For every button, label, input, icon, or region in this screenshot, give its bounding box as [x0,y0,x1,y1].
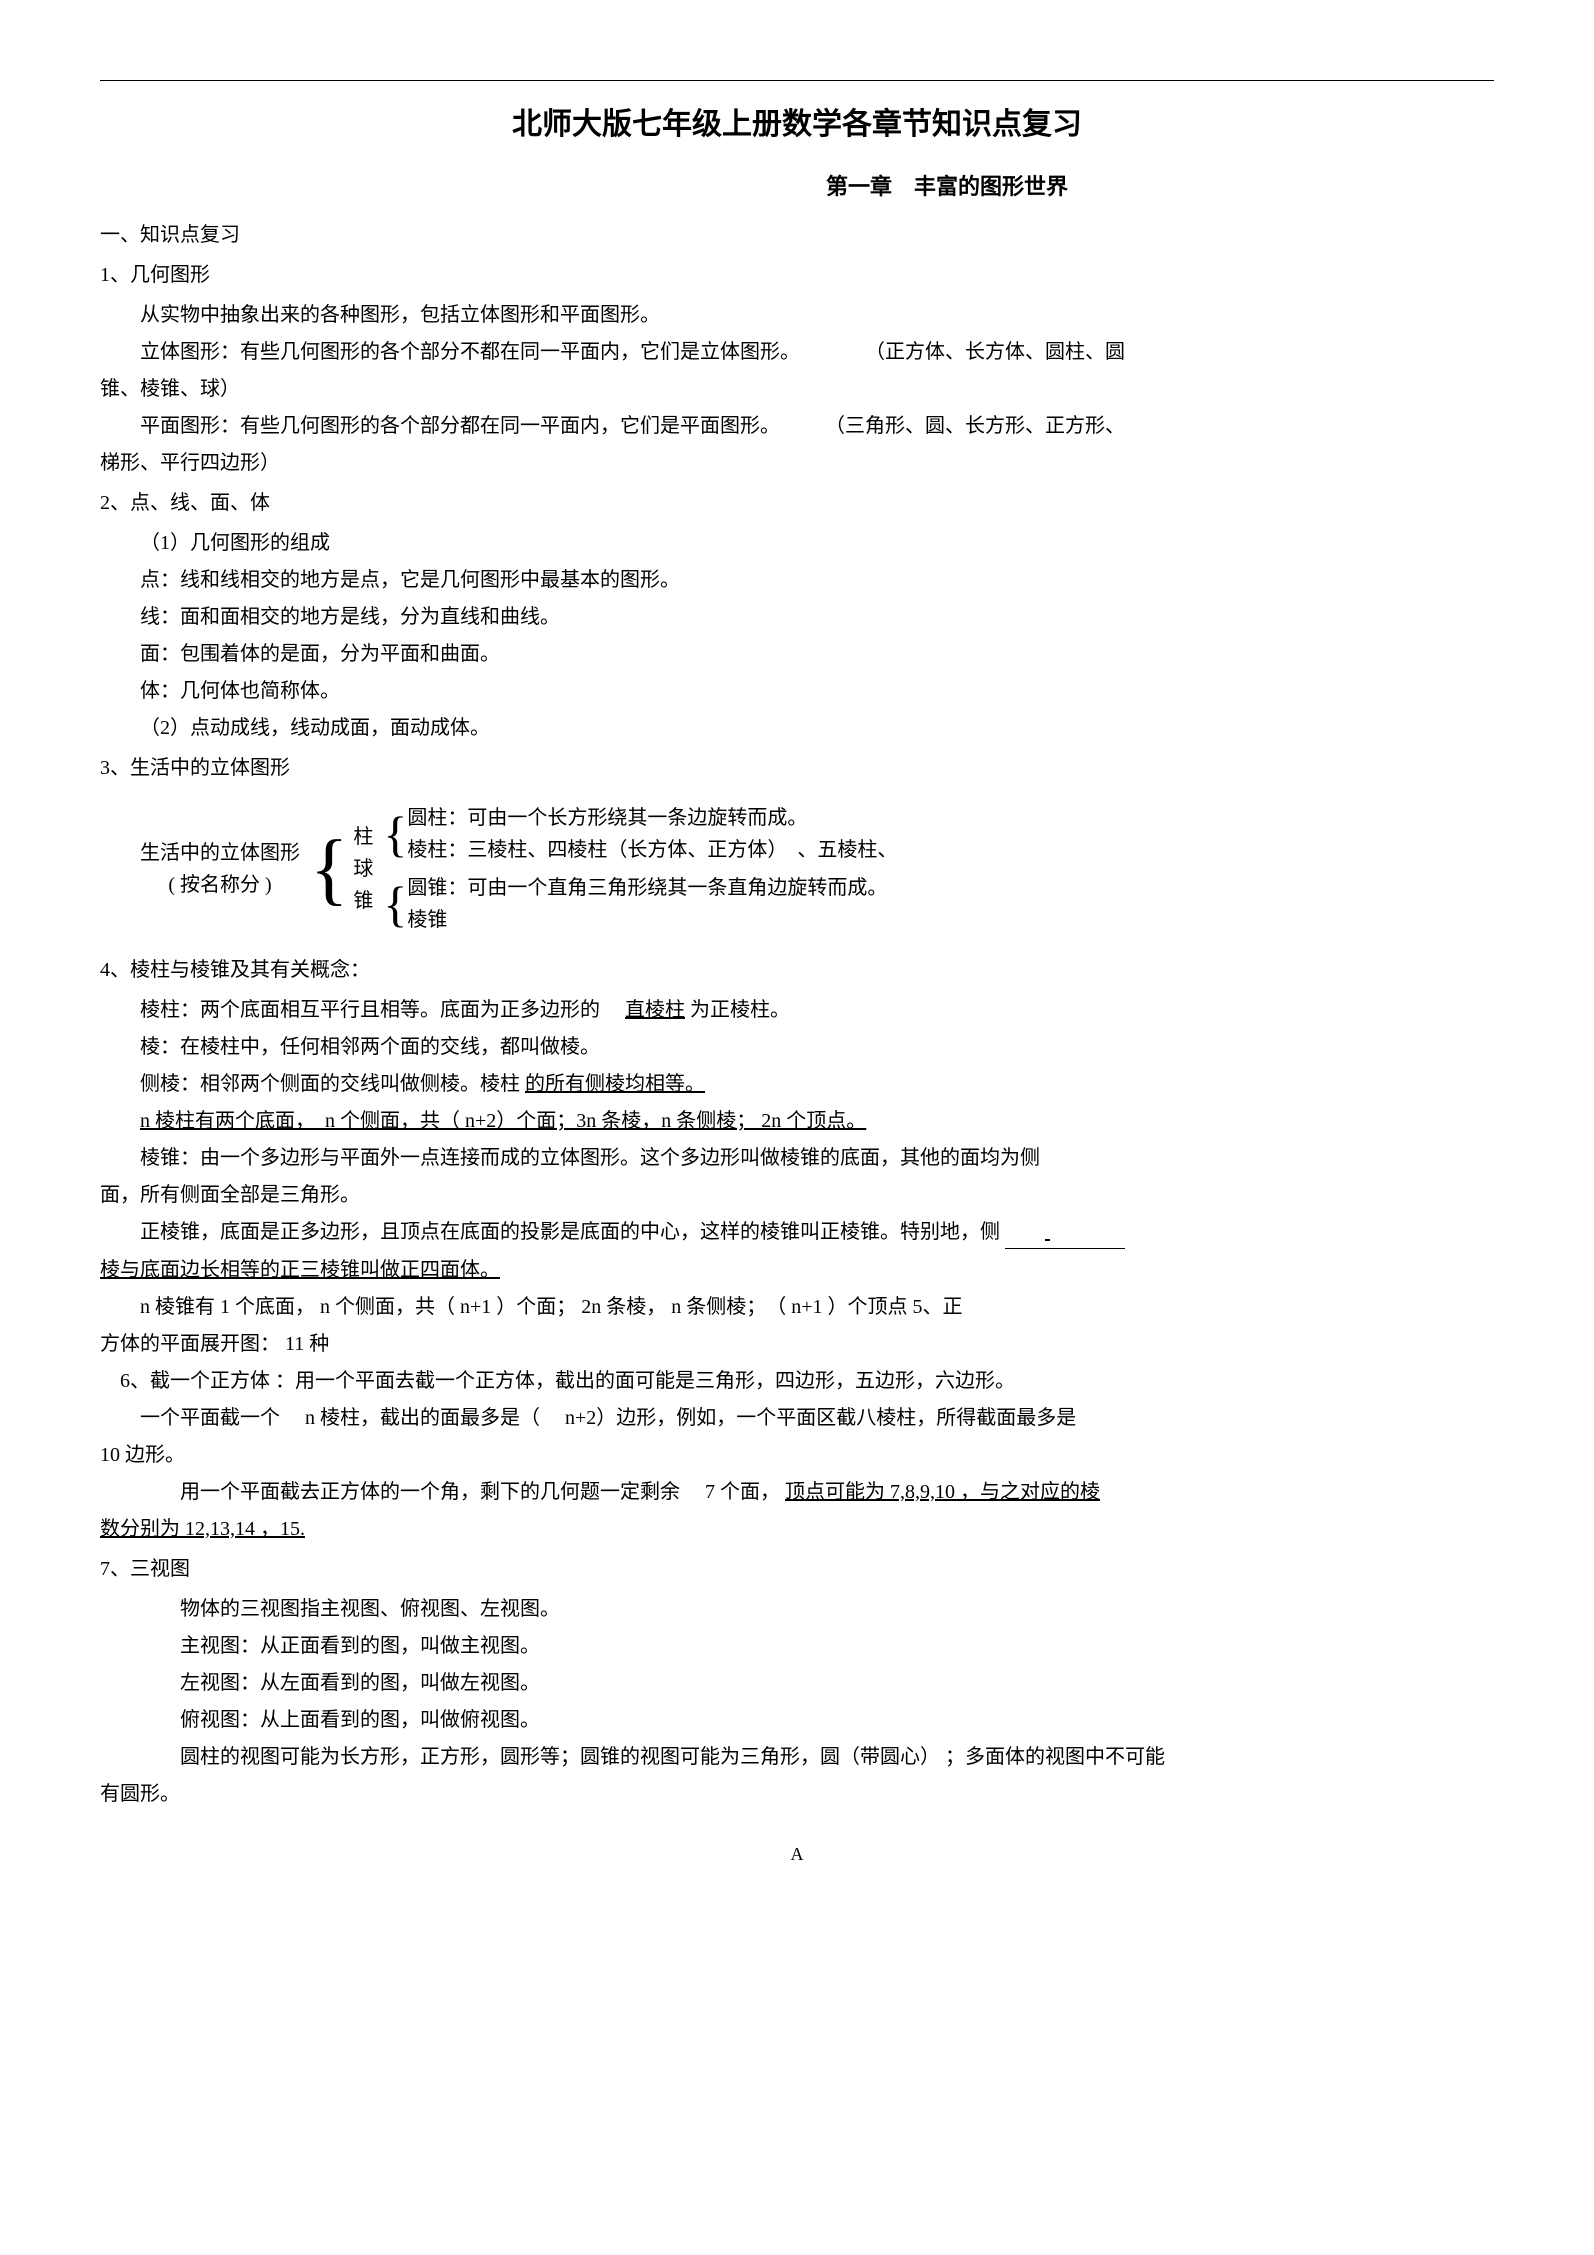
underline-text: 直棱柱 [625,999,685,1021]
para: 从实物中抽象出来的各种图形，包括立体图形和平面图形。 [100,299,1494,331]
chapter-title: 第一章 丰富的图形世界 [100,169,1494,204]
para: 用一个平面截去正方体的一个角，剩下的几何题一定剩余 7 个面， 顶点可能为 7,… [100,1476,1494,1508]
item-4-head: 4、棱柱与棱锥及其有关概念： [100,954,1494,986]
diagram-sub: 圆柱：可由一个长方形绕其一条边旋转而成。 棱柱：三棱柱、四棱柱（长方体、正方体）… [407,802,897,866]
para: 正棱锥，底面是正多边形，且顶点在底面的投影是底面的中心，这样的棱锥叫正棱锥。特别… [100,1216,1494,1249]
para: 棱锥：由一个多边形与平面外一点连接而成的立体图形。这个多边形叫做棱锥的底面，其他… [100,1142,1494,1174]
para: 线：面和面相交的地方是线，分为直线和曲线。 [100,601,1494,633]
para: 锥、棱锥、球） [100,373,1494,405]
diagram-middle: 柱 球 锥 [353,821,373,917]
para: 物体的三视图指主视图、俯视图、左视图。 [100,1593,1494,1625]
underline-text: 数分别为 12,13,14 ，15. [100,1518,305,1540]
para: 棱与底面边长相等的正三棱锥叫做正四面体。 [100,1254,1494,1286]
para: 方体的平面展开图： 11 种 [100,1328,1494,1360]
para: 体：几何体也简称体。 [100,675,1494,707]
item-3-head: 3、生活中的立体图形 [100,752,1494,784]
underline-text: 顶点可能为 7,8,9,10 ，与之对应的棱 [785,1481,1100,1503]
text: 正棱锥，底面是正多边形，且顶点在底面的投影是底面的中心，这样的棱锥叫正棱锥。特别… [140,1221,1000,1243]
para: 数分别为 12,13,14 ，15. [100,1513,1494,1545]
para: n 棱柱有两个底面， n 个侧面，共（ n+2）个面；3n 条棱，n 条侧棱； … [100,1105,1494,1137]
section-1-head: 一、知识点复习 [100,219,1494,251]
para: （2）点动成线，线动成面，面动成体。 [100,712,1494,744]
item-6-head: 6、截一个正方体 ：用一个平面去截一个正方体，截出的面可能是三角形，四边形，五边… [100,1365,1494,1397]
text: 棱柱：三棱柱、四棱柱（长方体、正方体） 、五棱柱、 [407,834,897,866]
para: 主视图：从正面看到的图，叫做主视图。 [100,1630,1494,1662]
para: 圆柱的视图可能为长方形，正方形，圆形等；圆锥的视图可能为三角形，圆（带圆心） ；… [100,1741,1494,1773]
doc-title: 北师大版七年级上册数学各章节知识点复习 [100,101,1494,149]
text: 生活中的立体图形 [140,837,300,869]
text: 球 [353,853,373,885]
text: ( 按名称分 ) [140,869,300,901]
diagram-row: { 圆柱：可由一个长方形绕其一条边旋转而成。 棱柱：三棱柱、四棱柱（长方体、正方… [383,802,897,866]
diagram-right: { 圆柱：可由一个长方形绕其一条边旋转而成。 棱柱：三棱柱、四棱柱（长方体、正方… [383,799,897,939]
text: 圆锥：可由一个直角三角形绕其一条直角边旋转而成。 [407,872,887,904]
text: 7 个面， [705,1481,780,1503]
underline-text [1005,1216,1125,1249]
text: 柱 [353,821,373,853]
diagram-row: { 圆锥：可由一个直角三角形绕其一条直角边旋转而成。 棱锥 [383,872,897,936]
text: 6、截一个正方体 ：用一个平面去截一个正方体，截出的面可能是三角形，四边形，五边… [120,1370,1015,1392]
text: 用一个平面截去正方体的一个角，剩下的几何题一定剩余 [180,1481,700,1503]
item-1-head: 1、几何图形 [100,259,1494,291]
diagram-sub: 圆锥：可由一个直角三角形绕其一条直角边旋转而成。 棱锥 [407,872,887,936]
text: （正方体、长方体、圆柱、圆 [865,341,1125,363]
para: 棱柱：两个底面相互平行且相等。底面为正多边形的 直棱柱 为正棱柱。 [100,994,1494,1026]
text: 侧棱：相邻两个侧面的交线叫做侧棱。棱柱 [140,1073,520,1095]
para: 梯形、平行四边形） [100,447,1494,479]
page-footer: A [100,1840,1494,1869]
text: 棱锥 [407,904,887,936]
text: 圆柱：可由一个长方形绕其一条边旋转而成。 [407,802,897,834]
para: 俯视图：从上面看到的图，叫做俯视图。 [100,1704,1494,1736]
para: 面：包围着体的是面，分为平面和曲面。 [100,638,1494,670]
para: 平面图形：有些几何图形的各个部分都在同一平面内，它们是平面图形。 （三角形、圆、… [100,410,1494,442]
para: 10 边形。 [100,1439,1494,1471]
text: 为正棱柱。 [690,999,790,1021]
para: n 棱锥有 1 个底面， n 个侧面，共（ n+1 ）个面； 2n 条棱， n … [100,1291,1494,1323]
top-rule [100,80,1494,81]
para: 立体图形：有些几何图形的各个部分不都在同一平面内，它们是立体图形。 （正方体、长… [100,336,1494,368]
brace-icon: { [310,829,348,909]
brace-icon: { [383,809,407,859]
text: 棱柱：两个底面相互平行且相等。底面为正多边形的 [140,999,620,1021]
para: 左视图：从左面看到的图，叫做左视图。 [100,1667,1494,1699]
para: 有圆形。 [100,1778,1494,1810]
diagram-left: 生活中的立体图形 ( 按名称分 ) [140,837,300,901]
item-2-head: 2、点、线、面、体 [100,487,1494,519]
para: 棱：在棱柱中，任何相邻两个面的交线，都叫做棱。 [100,1031,1494,1063]
para: 点：线和线相交的地方是点，它是几何图形中最基本的图形。 [100,564,1494,596]
brace-icon: { [383,879,407,929]
text: 立体图形：有些几何图形的各个部分不都在同一平面内，它们是立体图形。 [140,341,800,363]
text: （三角形、圆、长方形、正方形、 [825,415,1125,437]
text: 锥 [353,885,373,917]
underline-text: 的所有侧棱均相等。 [525,1073,705,1095]
para: 面，所有侧面全部是三角形。 [100,1179,1494,1211]
underline-text: 棱与底面边长相等的正三棱锥叫做正四面体。 [100,1259,500,1281]
underline-text: n 棱柱有两个底面， n 个侧面，共（ n+2）个面；3n 条棱，n 条侧棱； … [140,1110,866,1132]
para: 侧棱：相邻两个侧面的交线叫做侧棱。棱柱 的所有侧棱均相等。 [100,1068,1494,1100]
para: （1）几何图形的组成 [100,527,1494,559]
text: 平面图形：有些几何图形的各个部分都在同一平面内，它们是平面图形。 [140,415,780,437]
item-7-head: 7、三视图 [100,1553,1494,1585]
classification-diagram: 生活中的立体图形 ( 按名称分 ) { 柱 球 锥 { 圆柱：可由一个长方形绕其… [100,799,1494,939]
para: 一个平面截一个 n 棱柱，截出的面最多是（ n+2）边形，例如，一个平面区截八棱… [100,1402,1494,1434]
